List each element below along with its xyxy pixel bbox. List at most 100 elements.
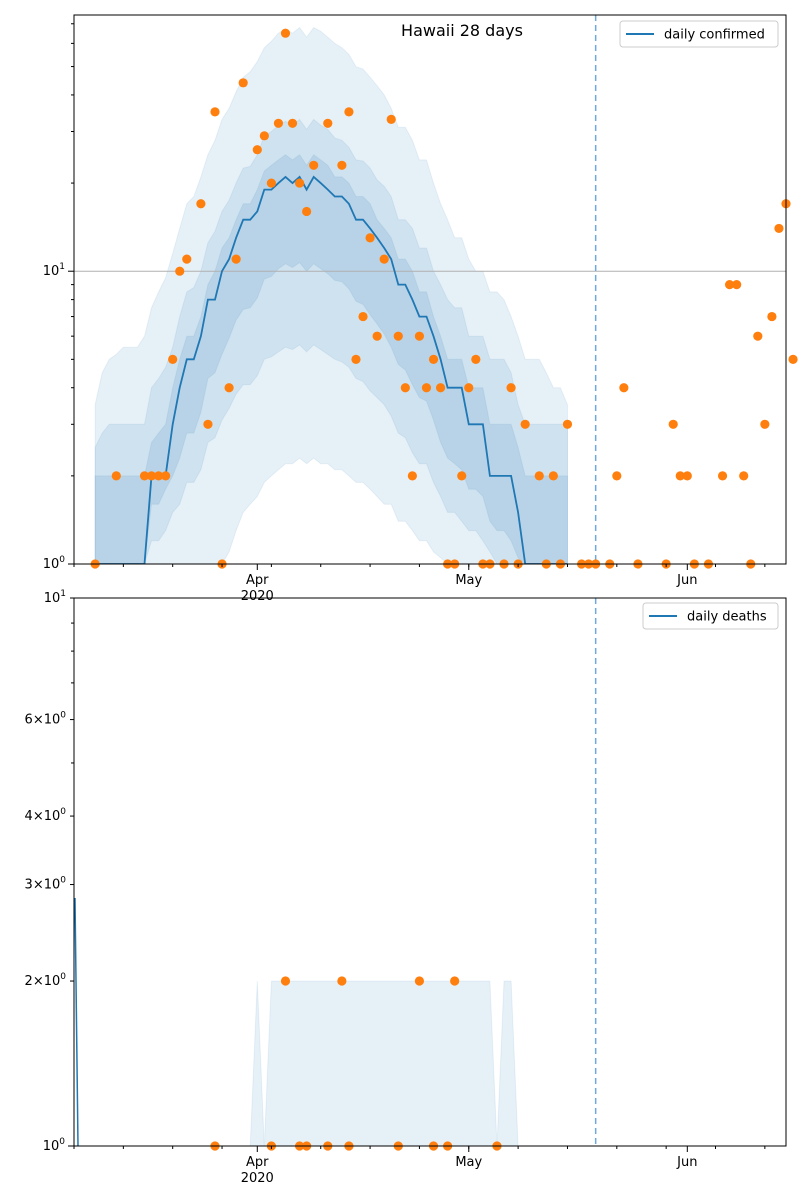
confirmed-point (457, 471, 467, 481)
deaths-band (249, 980, 519, 1146)
confirmed-point (506, 383, 516, 393)
confirmed-point (407, 471, 417, 481)
confirmed-point (153, 471, 164, 481)
confirmed-point (379, 254, 389, 264)
confirmed-point (520, 419, 530, 429)
confirmed-point (435, 383, 446, 393)
confirmed-point (739, 471, 749, 481)
deaths-x-tick-label: May (455, 1155, 482, 1170)
confirmed-point (266, 178, 276, 188)
deaths-x-tick-label: Jun (676, 1155, 697, 1170)
confirmed-point (302, 206, 312, 217)
confirmed-point (323, 118, 333, 128)
confirmed-point (767, 311, 777, 322)
confirmed-median-line (95, 175, 568, 564)
confirmed-point (210, 107, 220, 117)
confirmed-point (273, 118, 284, 128)
chart-title: Hawaii 28 days (401, 21, 523, 40)
deaths-uncertainty-band (249, 980, 519, 1146)
confirmed-point (224, 383, 234, 393)
confirmed-point (619, 383, 629, 393)
confirmed-point (675, 471, 685, 481)
confirmed-point (287, 118, 298, 128)
confirmed-y-tick-label: 100 (43, 555, 66, 572)
confirmed-band-outer (94, 26, 568, 564)
confirmed-point (111, 471, 121, 481)
confirmed-point (203, 419, 213, 429)
confirmed-point (372, 331, 382, 341)
deaths-axes-frame (73, 597, 787, 1147)
confirmed-point (400, 383, 410, 393)
confirmed-legend: daily confirmed (619, 20, 779, 48)
confirmed-point (231, 254, 241, 264)
confirmed-point (760, 419, 770, 429)
deaths-legend: daily deaths (642, 602, 779, 630)
confirmed-point (464, 383, 474, 393)
confirmed-y-tick-label: 101 (43, 262, 65, 279)
confirmed-point (351, 354, 361, 364)
confirmed-uncertainty-bands (94, 26, 568, 564)
legend-label-daily-confirmed: daily confirmed (664, 28, 765, 43)
confirmed-point (725, 280, 735, 290)
confirmed-point (344, 107, 354, 117)
confirmed-point (161, 471, 171, 481)
deaths-x-tick-label: Apr (246, 1155, 269, 1170)
confirmed-point (139, 471, 150, 481)
confirmed-axes-frame (73, 14, 787, 565)
legend-label-daily-deaths: daily deaths (687, 610, 767, 625)
confirmed-point (386, 114, 396, 124)
confirmed-x-tick-label: Jun (676, 573, 697, 588)
confirmed-point (428, 354, 439, 364)
deaths-point (280, 976, 291, 986)
deaths-observed-points (210, 976, 502, 1151)
confirmed-point (259, 131, 269, 141)
deaths-y-tick-label: 3×100 (25, 876, 67, 893)
confirmed-point (393, 331, 403, 341)
confirmed-x-tick-label: Apr (246, 573, 269, 588)
confirmed-point (252, 145, 262, 155)
legend-box (642, 602, 779, 630)
confirmed-point (146, 471, 157, 481)
confirmed-point (238, 78, 248, 88)
confirmed-x-tick-sublabel: 2020 (241, 589, 274, 604)
confirmed-point (774, 223, 784, 234)
deaths-y-tick-label: 6×100 (25, 711, 67, 728)
confirmed-point (414, 331, 425, 341)
deaths-point (337, 976, 347, 986)
confirmed-point (421, 383, 432, 393)
confirmed-point (548, 471, 558, 481)
confirmed-x-tick-label: May (455, 573, 482, 588)
confirmed-point (280, 28, 291, 38)
deaths-median-line (74, 897, 79, 1146)
confirmed-point (534, 471, 544, 481)
confirmed-point (358, 311, 368, 322)
confirmed-point (168, 354, 178, 364)
confirmed-point (309, 160, 319, 170)
deaths-y-tick-label: 100 (43, 1137, 66, 1154)
confirmed-band-mid (94, 118, 568, 564)
confirmed-point (732, 280, 742, 290)
confirmed-point (175, 266, 185, 276)
deaths-x-tick-sublabel: 2020 (241, 1171, 274, 1186)
confirmed-point (717, 471, 728, 481)
deaths-point (450, 976, 460, 986)
confirmed-point (612, 471, 622, 481)
confirmed-point (682, 471, 692, 481)
confirmed-point (788, 354, 798, 364)
confirmed-point (365, 233, 375, 243)
legend-box (619, 20, 779, 48)
confirmed-point (294, 178, 305, 188)
deaths-y-tick-label: 101 (44, 589, 66, 606)
deaths-y-tick-label: 2×100 (25, 972, 67, 989)
confirmed-point (182, 254, 192, 264)
confirmed-point (562, 419, 573, 429)
deaths-y-tick-label: 4×100 (25, 807, 67, 824)
confirmed-point (753, 331, 763, 341)
deaths-point (414, 976, 425, 986)
confirmed-point (668, 419, 678, 429)
